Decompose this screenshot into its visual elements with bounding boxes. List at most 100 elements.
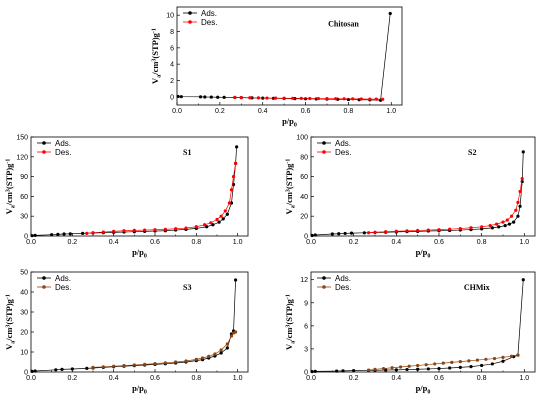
data-point <box>313 233 317 237</box>
y-axis-label-part: -1 <box>152 28 158 33</box>
data-point <box>143 228 147 232</box>
data-point <box>112 229 116 233</box>
data-point <box>239 95 243 100</box>
x-tick-label: 1.0 <box>386 108 396 115</box>
legend-entry: Des. <box>183 18 217 27</box>
data-point <box>163 227 167 231</box>
legend-marker <box>42 150 46 154</box>
data-point <box>437 366 441 371</box>
legend-label: Des. <box>55 148 71 157</box>
data-point <box>194 225 198 229</box>
y-tick-label: 40 <box>20 290 28 297</box>
data-point <box>516 353 520 357</box>
data-point <box>505 218 509 222</box>
x-tick-label: 0.8 <box>191 239 201 246</box>
chart-panel-1: 0.0 0.2 0.4 0.6 0.8 1.00246810p/p0Va/cm3(STP)… <box>150 6 403 129</box>
data-point <box>229 188 234 192</box>
data-point <box>174 227 178 231</box>
y-tick-label: 10 <box>20 350 28 357</box>
y-axis-label-part: (STP)g <box>284 163 294 189</box>
plot-frame <box>310 136 536 237</box>
y-tick-label: 60 <box>300 174 308 181</box>
x-tick-label: 0.2 <box>67 375 77 382</box>
data-point <box>433 362 437 366</box>
y-axis-label-part: 3 <box>6 325 12 328</box>
x-axis-label-sub: 0 <box>144 390 147 396</box>
data-point <box>222 95 226 99</box>
x-tick-label: 0.6 <box>301 108 311 115</box>
x-axis-label: p/p0 <box>416 383 431 396</box>
data-point <box>62 232 66 236</box>
y-tick-label: 0 <box>24 234 28 241</box>
data-point <box>469 226 473 230</box>
y-axis-label-part: V <box>284 207 294 214</box>
data-point <box>231 331 236 335</box>
x-tick-label: 0.6 <box>150 375 160 382</box>
data-point <box>501 355 505 359</box>
data-point <box>179 95 183 99</box>
data-point <box>424 363 428 367</box>
data-point <box>122 364 126 368</box>
x-axis-label-sub: 0 <box>427 254 430 260</box>
x-tick-label: 0.0 <box>26 375 36 382</box>
data-point <box>490 362 494 366</box>
y-axis-label: Va/cm3(STP)g-1 <box>4 159 17 215</box>
data-point <box>497 225 501 229</box>
data-point <box>352 369 356 373</box>
data-point <box>405 229 409 233</box>
y-tick-label: 30 <box>20 214 28 221</box>
x-tick-label: 0.8 <box>477 375 487 382</box>
y-tick-label: 20 <box>300 214 308 221</box>
data-point <box>225 212 229 216</box>
series-des <box>85 161 238 235</box>
data-point <box>163 361 167 365</box>
legend-entry: Des. <box>317 283 351 292</box>
y-axis-label-part: V <box>4 207 14 214</box>
data-point <box>416 367 420 371</box>
y-tick-label: 120 <box>16 154 28 161</box>
y-axis-label: Va/cm3(STP)g-1 <box>284 159 297 215</box>
data-point <box>512 220 516 224</box>
data-point <box>426 367 430 371</box>
legend-entry: Ads. <box>317 139 351 148</box>
x-axis-label-main: p/p <box>282 116 294 126</box>
data-point <box>56 232 60 236</box>
x-axis-label-sub: 0 <box>144 254 147 260</box>
data-point <box>374 97 378 101</box>
y-axis-label-part: (STP)g <box>4 298 14 324</box>
data-point <box>91 231 95 235</box>
legend-marker <box>322 285 326 289</box>
legend-label: Ads. <box>201 9 217 18</box>
data-point <box>458 360 462 364</box>
data-point <box>437 228 441 232</box>
data-point <box>343 231 347 236</box>
legend-marker <box>322 276 326 280</box>
data-point <box>384 230 388 234</box>
x-tick-label: 0.8 <box>477 239 487 246</box>
data-point <box>153 228 157 232</box>
data-point <box>475 358 479 362</box>
data-point <box>221 217 225 221</box>
data-point <box>198 95 203 99</box>
data-point <box>231 175 236 179</box>
panel-title: S2 <box>468 148 476 157</box>
data-point <box>390 366 394 370</box>
y-tick-label: 2 <box>170 78 174 85</box>
data-point <box>362 231 366 235</box>
legend-label: Des. <box>55 283 71 292</box>
x-tick-label: 0.0 <box>306 239 316 246</box>
data-point <box>273 96 278 100</box>
data-point <box>484 357 488 361</box>
data-point <box>153 362 157 366</box>
data-point <box>219 214 223 218</box>
x-tick-label: 0.2 <box>349 375 359 382</box>
y-tick-label: 60 <box>20 194 28 201</box>
series-des <box>367 353 520 372</box>
data-point <box>450 360 454 364</box>
data-point <box>265 96 269 100</box>
legend-label: Des. <box>201 18 217 27</box>
data-point <box>248 96 252 100</box>
data-point <box>291 96 295 100</box>
legend-entry: Des. <box>37 283 71 292</box>
